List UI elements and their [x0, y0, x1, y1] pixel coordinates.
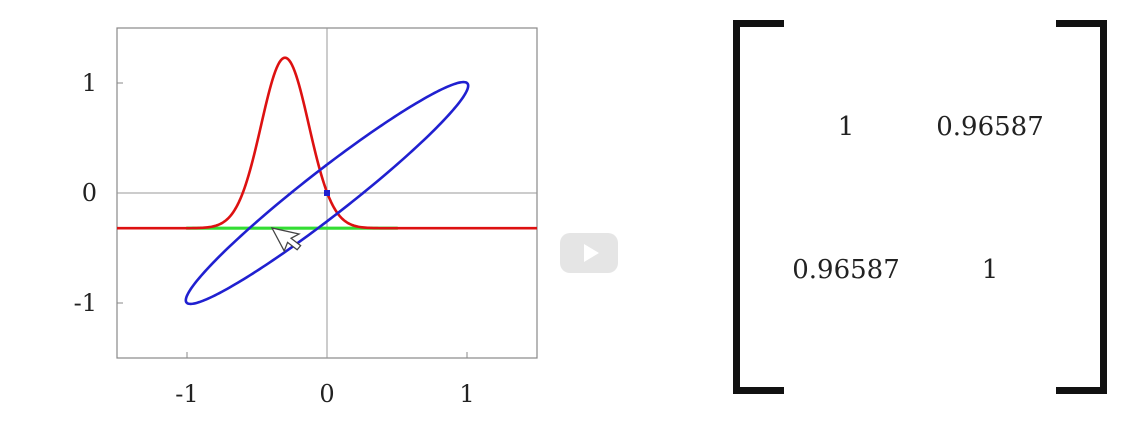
x-tick-label: -1	[175, 380, 198, 408]
matrix-cell-0-1: 0.96587	[936, 112, 1044, 142]
y-tick-label: -1	[74, 289, 97, 317]
play-button[interactable]	[560, 233, 618, 273]
x-tick-label: 0	[319, 380, 334, 408]
series-layer	[117, 56, 537, 306]
matrix-cell-0-0: 1	[837, 112, 855, 142]
y-tick-label: 1	[82, 69, 97, 97]
left-bracket	[733, 20, 784, 394]
covariance-ellipse	[184, 80, 470, 306]
matrix-cell-1-1: 1	[981, 255, 999, 285]
tick-labels: -1 0 1 1 0 -1	[74, 69, 475, 408]
right-bracket	[1056, 20, 1107, 394]
covariance-matrix: 1 0.96587 0.96587 1	[730, 20, 1110, 394]
center-marker	[324, 190, 330, 196]
play-icon	[583, 244, 599, 262]
matrix-cell-1-0: 0.96587	[792, 255, 900, 285]
covariance-plot: -1 0 1 1 0 -1	[74, 27, 538, 408]
y-tick-label: 0	[82, 179, 97, 207]
x-tick-label: 1	[459, 380, 474, 408]
mouse-cursor-icon	[270, 227, 302, 253]
